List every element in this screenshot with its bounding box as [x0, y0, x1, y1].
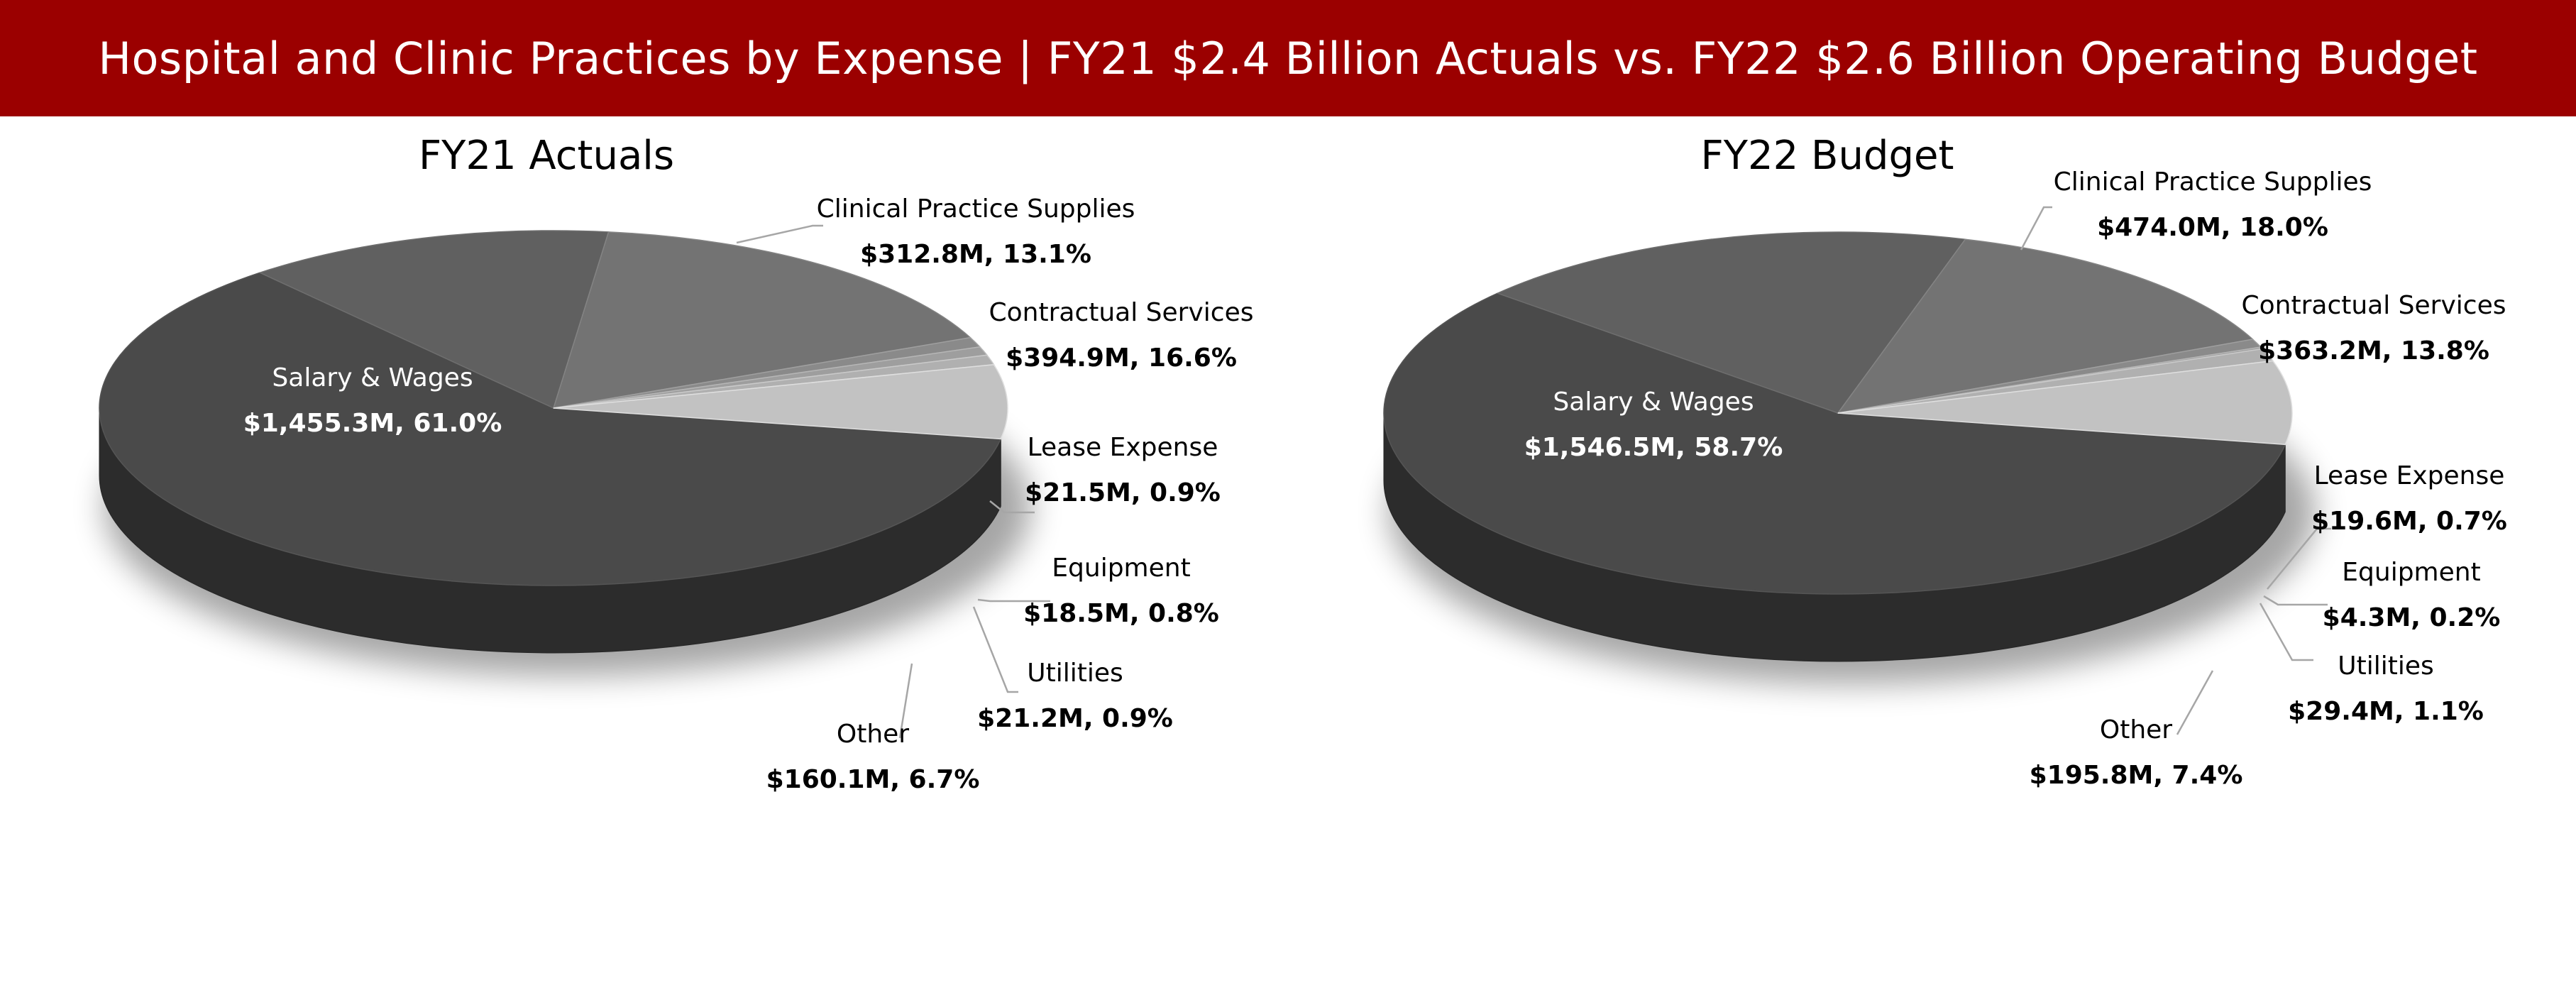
leader-line-lease-expense [989, 500, 1035, 514]
title-banner: Hospital and Clinic Practices by Expense… [0, 0, 2576, 116]
leader-line-other [898, 663, 913, 739]
slice-label-contractual-services: Contractual Services [2242, 291, 2506, 320]
slice-value-salary-and-wages: $1,455.3M, 61.0% [243, 409, 502, 438]
slice-label-lease-expense: Lease Expense [2314, 461, 2505, 490]
slice-value-other: $160.1M, 6.7% [766, 765, 980, 794]
pie-slice-clinical-practice-supplies [1496, 231, 1966, 414]
slice-value-utilities: $21.2M, 0.9% [977, 704, 1173, 733]
slice-label-other: Other [2100, 715, 2172, 744]
slice-value-clinical-practice-supplies: $312.8M, 13.1% [860, 240, 1091, 269]
slice-value-equipment: $18.5M, 0.8% [1023, 599, 1219, 628]
pie-slice-contractual-services [552, 231, 971, 409]
slice-value-contractual-services: $363.2M, 13.8% [2258, 336, 2489, 365]
slice-label-utilities: Utilities [1027, 659, 1123, 688]
slice-value-clinical-practice-supplies: $474.0M, 18.0% [2097, 213, 2328, 242]
slice-label-equipment: Equipment [2342, 558, 2480, 587]
slice-label-clinical-practice-supplies: Clinical Practice Supplies [2054, 167, 2372, 197]
slice-label-utilities: Utilities [2338, 652, 2434, 681]
leader-line-clinical-practice-supplies [736, 224, 823, 244]
slice-value-lease-expense: $21.5M, 0.9% [1025, 478, 1221, 507]
leader-line-other [2176, 670, 2214, 735]
slice-label-lease-expense: Lease Expense [1028, 433, 1218, 462]
slice-label-equipment: Equipment [1052, 554, 1190, 583]
slice-label-salary-and-wages: Salary & Wages [272, 363, 473, 392]
leader-line-utilities [2259, 603, 2313, 661]
leader-line-equipment [2263, 595, 2328, 606]
slice-value-utilities: $29.4M, 1.1% [2288, 697, 2484, 726]
leader-line-clinical-practice-supplies [2020, 206, 2052, 251]
pie-slice-contractual-services [1837, 238, 2255, 414]
slice-label-other: Other [837, 720, 909, 749]
chart-title: FY22 Budget [1701, 133, 1954, 179]
slice-label-salary-and-wages: Salary & Wages [1553, 387, 1754, 417]
pie-chart-1: FY21 Actuals Salary & Wages $1,455.3M, 61.… [99, 133, 1254, 794]
slice-value-contractual-services: $394.9M, 16.6% [1006, 343, 1237, 373]
slice-value-lease-expense: $19.6M, 0.7% [2311, 507, 2507, 536]
leader-line-equipment [977, 598, 1050, 603]
pie-slice-other [1837, 360, 2293, 446]
chart-title: FY21 Actuals [419, 133, 674, 179]
pie-slice-salary-and-wages [99, 272, 1002, 586]
slice-label-contractual-services: Contractual Services [989, 298, 1254, 327]
pie-slice-other [553, 363, 1008, 440]
pie-slice-clinical-practice-supplies [258, 230, 610, 409]
slice-value-salary-and-wages: $1,546.5M, 58.7% [1524, 433, 1783, 462]
pie-chart-2: FY22 Budget Salary & Wages $1,546.5M, 58.7… [1383, 133, 2507, 790]
banner-title: Hospital and Clinic Practices by Expense… [98, 32, 2478, 84]
leader-line-lease-expense [2267, 527, 2331, 590]
slice-value-equipment: $4.3M, 0.2% [2323, 603, 2501, 632]
slice-value-other: $195.8M, 7.4% [2030, 761, 2243, 790]
slice-label-clinical-practice-supplies: Clinical Practice Supplies [817, 194, 1135, 224]
leader-line-utilities [972, 606, 1018, 693]
pie-slice-salary-and-wages [1383, 292, 2286, 595]
